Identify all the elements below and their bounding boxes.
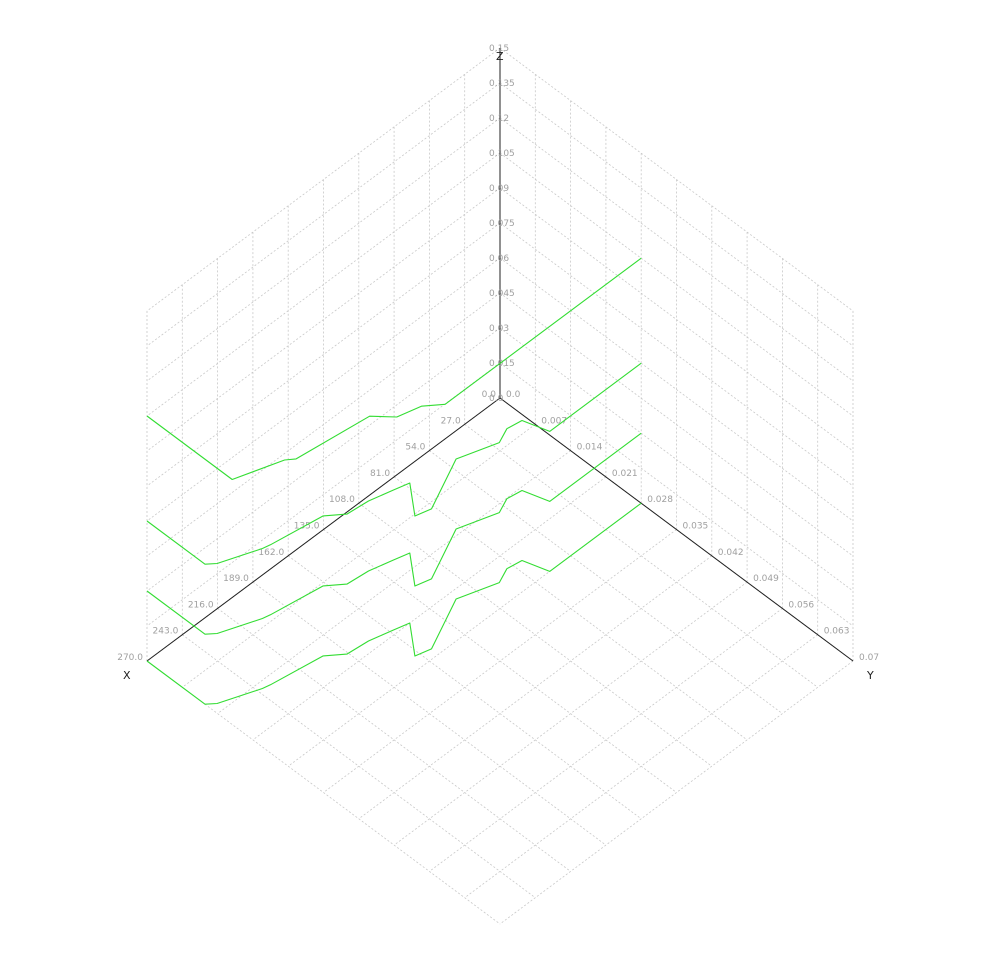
series-layer [146,257,642,705]
grid-line-yz-horizontal [499,117,854,382]
y-axis-line [499,397,854,662]
grid-line-floor-x [217,608,571,872]
z-tick-label: 0.15 [489,44,509,54]
grid-line-floor-x [182,634,536,899]
series-line-0 [146,257,642,481]
z-tick-label: 0.03 [489,324,509,334]
z-tick-label: 0.105 [489,149,515,159]
grid-layer [146,47,854,925]
series-line-1 [146,362,642,565]
z-tick-label: 0.045 [489,289,515,299]
z-tick-label: 0.0 [489,394,504,404]
y-tick-label: 0.042 [718,548,744,558]
x-tick-label: 135.0 [294,522,320,532]
grid-line-xz-horizontal [146,362,501,627]
y-tick-label: 0.007 [541,416,567,426]
x-axis-line [146,397,501,662]
x-tick-label: 108.0 [329,495,355,505]
y-tick-label: 0.0 [506,390,521,400]
y-tick-label: 0.063 [824,627,850,637]
grid-line-floor-y [323,529,677,793]
y-tick-label: 0.07 [859,653,879,663]
z-tick-label: 0.135 [489,79,515,89]
grid-line-floor-y [429,608,783,872]
grid-line-xz-horizontal [146,47,501,312]
grid-line-floor-x [146,660,501,925]
y-tick-label: 0.056 [788,600,814,610]
z-tick-label: 0.09 [489,184,509,194]
x-tick-label: 216.0 [188,600,214,610]
axes-layer [146,48,854,662]
grid-line-floor-y [358,555,713,820]
x-tick-label: 54.0 [405,443,425,453]
z-tick-label: 0.06 [489,254,509,264]
x-tick-label: 81.0 [370,469,390,479]
y-axis-label: Y [866,669,874,682]
grid-line-yz-horizontal [499,82,854,347]
grid-line-xz-horizontal [146,117,501,382]
y-tick-label: 0.021 [612,469,638,479]
y-tick-label: 0.014 [577,443,603,453]
grid-line-xz-horizontal [146,82,501,347]
grid-line-yz-horizontal [499,152,854,417]
tick-labels: 0.0 27.0 54.0 81.0 108.0 135.0 162.0 189.0 216.0… [117,44,879,663]
x-tick-label: 189.0 [223,574,249,584]
grid-line-yz-horizontal [499,222,854,487]
grid-line-xz-horizontal [146,152,501,417]
z-tick-label: 0.12 [489,114,509,124]
x-tick-label: 270.0 [117,653,143,663]
x-tick-label: 0.0 [482,390,497,400]
y-tick-label: 0.049 [753,574,779,584]
grid-line-yz-horizontal [499,187,854,452]
grid-line-floor-y [393,581,748,846]
x-axis-label: X [123,669,131,682]
y-tick-label: 0.035 [683,522,709,532]
grid-line-yz-horizontal [499,47,854,312]
series-line-2 [146,432,642,635]
series-line-3 [146,502,642,705]
grid-line-yz-horizontal [499,362,854,627]
z-tick-label: 0.015 [489,359,515,369]
x-tick-label: 243.0 [153,627,179,637]
grid-line-floor-x [252,581,607,846]
y-tick-label: 0.028 [647,495,673,505]
x-tick-label: 162.0 [258,548,284,558]
grid-line-floor-y [464,634,818,899]
grid-line-xz-horizontal [146,187,501,452]
z-axis-label: Z [496,50,504,63]
x-tick-label: 27.0 [441,416,461,426]
grid-line-floor-y [499,660,854,925]
grid-line-floor-x [287,555,642,820]
z-tick-label: 0.075 [489,219,515,229]
grid-line-xz-horizontal [146,222,501,487]
